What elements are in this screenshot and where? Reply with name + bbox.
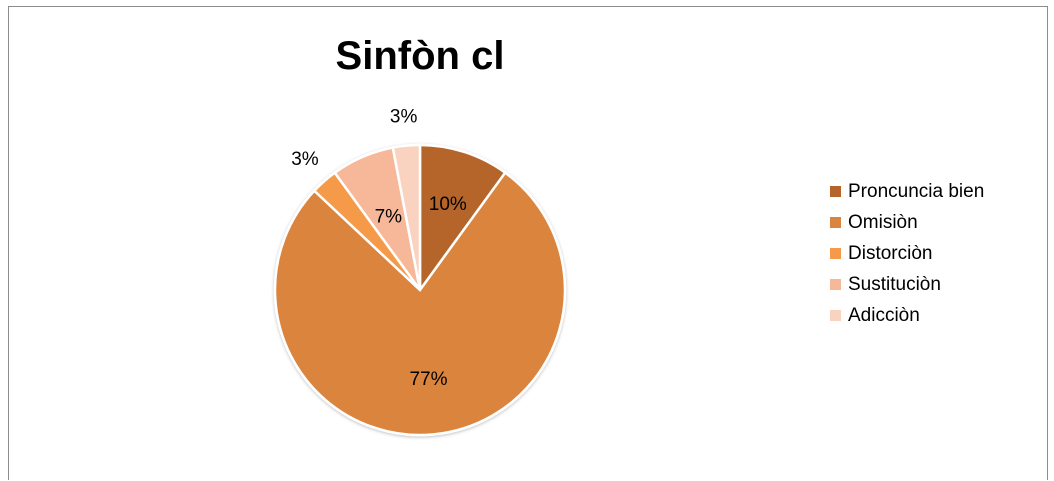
- legend-swatch: [830, 279, 841, 290]
- legend-swatch: [830, 310, 841, 321]
- legend-label: Proncuncia bien: [848, 180, 985, 202]
- legend-item: Adicciòn: [830, 300, 984, 331]
- legend: Proncuncia bien Omisiòn Distorciòn Sustituc…: [830, 176, 984, 331]
- pie-slice-proncuncia-bien: [418, 143, 507, 294]
- legend-swatch: [830, 217, 841, 228]
- slice-label-omisi-n: 77%: [409, 369, 447, 390]
- legend-label: Sustituciòn: [848, 273, 941, 295]
- legend-label: Adicciòn: [848, 304, 920, 326]
- pie-slice-omisi-n: [273, 170, 567, 437]
- slice-label-sustituci-n: 7%: [375, 206, 403, 227]
- slice-label-distorci-n: 3%: [291, 149, 319, 170]
- legend-item: Distorciòn: [830, 238, 984, 269]
- slice-label-proncuncia-bien: 10%: [429, 194, 467, 215]
- legend-item: Omisiòn: [830, 207, 984, 238]
- legend-swatch: [830, 248, 841, 259]
- slice-label-adicci-n: 3%: [390, 106, 418, 127]
- chart-title: Sinfòn cl: [335, 34, 505, 78]
- pie-slice-adicci-n: [391, 143, 422, 291]
- legend-label: Omisiòn: [848, 211, 918, 233]
- legend-item: Proncuncia bien: [830, 176, 984, 207]
- legend-label: Distorciòn: [848, 242, 933, 264]
- legend-item: Sustituciòn: [830, 269, 984, 300]
- legend-swatch: [830, 186, 841, 197]
